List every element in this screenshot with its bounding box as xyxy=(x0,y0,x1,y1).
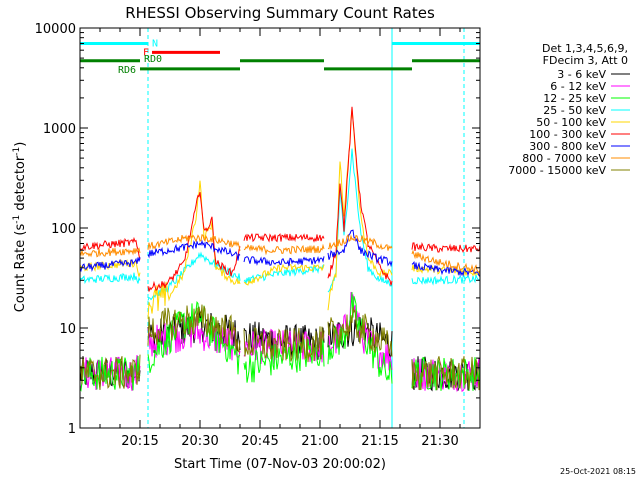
y-axis-label: Count Rate (s-1 detector-1) xyxy=(12,142,28,313)
series-line-3 xyxy=(80,148,480,301)
series-line-4 xyxy=(80,109,480,319)
x-tick-label-1: 20:30 xyxy=(181,434,218,449)
legend-label-2: 12 - 25 keV xyxy=(543,92,606,105)
x-tick-label-2: 20:45 xyxy=(241,434,278,449)
y-tick-label-2: 100 xyxy=(51,222,76,237)
chart-title: RHESSI Observing Summary Count Rates xyxy=(125,4,435,22)
series-group xyxy=(80,106,480,393)
x-tick-label-5: 21:30 xyxy=(421,434,458,449)
flag-label-3: RD6 xyxy=(118,65,136,76)
legend-label-0: 3 - 6 keV xyxy=(557,68,606,81)
y-tick-label-1: 10 xyxy=(59,322,76,337)
legend-label-1: 6 - 12 keV xyxy=(550,80,606,93)
y-tick-label-0: 1 xyxy=(68,422,76,437)
series-line-7 xyxy=(80,233,480,275)
series-line-8 xyxy=(80,304,480,391)
x-tick-label-0: 20:15 xyxy=(121,434,158,449)
x-axis-label: Start Time (07-Nov-03 20:00:02) xyxy=(174,457,386,472)
series-line-5 xyxy=(80,106,480,292)
legend-label-4: 50 - 100 keV xyxy=(536,116,606,129)
legend: Det 1,3,4,5,6,9,FDecim 3, Att 03 - 6 keV… xyxy=(508,42,630,177)
legend-label-8: 7000 - 15000 keV xyxy=(508,164,606,177)
legend-label-6: 300 - 800 keV xyxy=(529,140,606,153)
series-line-6 xyxy=(80,229,480,277)
x-tick-label-4: 21:15 xyxy=(361,434,398,449)
legend-header-1: FDecim 3, Att 0 xyxy=(543,54,628,67)
legend-header-0: Det 1,3,4,5,6,9, xyxy=(542,42,628,55)
x-tick-label-3: 21:00 xyxy=(301,434,338,449)
flag-label-1: F xyxy=(143,47,149,58)
timestamp: 25-Oct-2021 08:15 xyxy=(560,467,636,476)
legend-label-5: 100 - 300 keV xyxy=(529,128,606,141)
series-line-0 xyxy=(80,306,480,392)
legend-label-7: 800 - 7000 keV xyxy=(522,152,606,165)
y-tick-label-4: 10000 xyxy=(35,22,76,37)
flag-label-0: N xyxy=(152,38,158,49)
flag-label-2: RD0 xyxy=(144,54,162,65)
legend-label-3: 25 - 50 keV xyxy=(543,104,606,117)
y-tick-label-3: 1000 xyxy=(43,122,76,137)
